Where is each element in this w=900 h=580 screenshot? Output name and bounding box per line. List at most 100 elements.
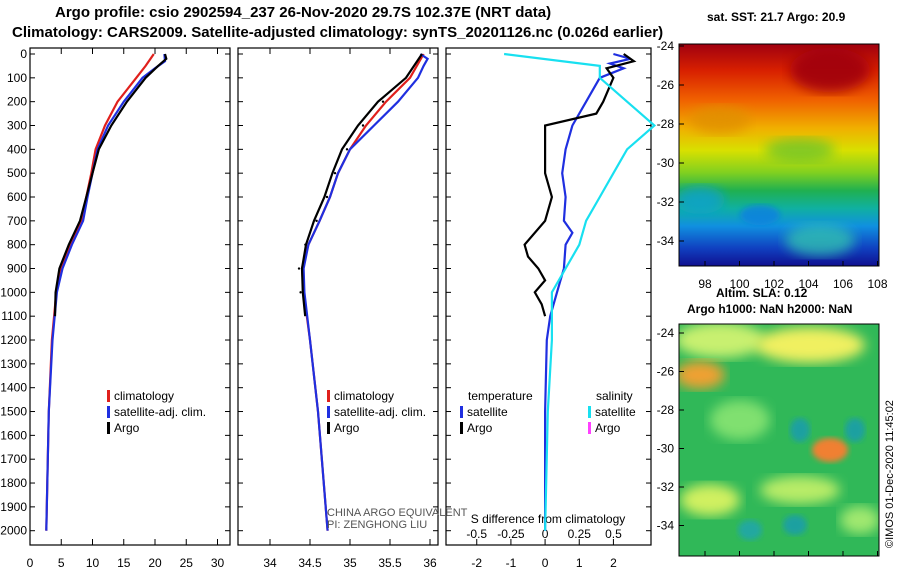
sla-lat-label: -32 bbox=[657, 480, 675, 494]
salinity-panel-frame bbox=[237, 47, 439, 546]
x-tick-label: 10 bbox=[86, 556, 100, 570]
legend-label: climatology bbox=[334, 389, 394, 403]
x-tick-label: 20 bbox=[148, 556, 162, 570]
legend-swatch bbox=[107, 406, 110, 418]
depth-tick-label: 300 bbox=[7, 119, 27, 133]
sla-map bbox=[678, 323, 880, 557]
depth-tick-label: 1300 bbox=[0, 357, 27, 371]
x-tick-label: -1 bbox=[506, 556, 517, 570]
s-tick-label: 0 bbox=[542, 527, 549, 541]
depth-tick-label: 1400 bbox=[0, 381, 27, 395]
x-tick-label: 36 bbox=[423, 556, 437, 570]
x-tick-label: 1 bbox=[576, 556, 583, 570]
temperature-chart: 0 5 10 15 20 25 30 climatology satellite-adj. cl… bbox=[27, 48, 224, 570]
depth-tick-label: 1700 bbox=[0, 452, 27, 466]
argo-salinity-marker bbox=[297, 267, 301, 270]
x-tick-label: 0 bbox=[27, 556, 34, 570]
depth-axis: 0 100 200 300 400 500 600 700 800 900 1000 1100 1200… bbox=[0, 47, 651, 538]
x-tick-label: 5 bbox=[58, 556, 65, 570]
sla-lat-label: -26 bbox=[657, 365, 675, 379]
s-tick-label: -0.5 bbox=[466, 527, 487, 541]
salinity-chart: 34 34.5 35 35.5 36 climatology satellite-adj. … bbox=[263, 48, 468, 570]
sst-lon-label: 100 bbox=[729, 277, 749, 291]
legend-label: Argo bbox=[595, 421, 621, 435]
sst-lat-label: -24 bbox=[657, 39, 675, 53]
legend-swatch bbox=[107, 422, 110, 434]
depth-tick-label: 600 bbox=[7, 190, 27, 204]
depth-tick-label: 1100 bbox=[1, 309, 27, 323]
legend-label: satellite bbox=[595, 405, 636, 419]
depth-tick-label: 400 bbox=[7, 142, 27, 156]
depth-tick-label: 700 bbox=[7, 214, 27, 228]
sst-lat-label: -26 bbox=[657, 78, 675, 92]
legend-swatch bbox=[107, 390, 110, 402]
sst-lon-label: 102 bbox=[764, 277, 784, 291]
argo-salinity-marker bbox=[299, 291, 302, 294]
x-tick-label: -2 bbox=[471, 556, 482, 570]
argo-salinity-marker bbox=[361, 124, 365, 127]
s-tick-label: 0.5 bbox=[605, 527, 622, 541]
legend-label: satellite bbox=[467, 405, 508, 419]
difference-chart: -2 -1 0 1 2 -0.5 -0.25 0 0.25 0.5S difference fro… bbox=[460, 52, 657, 570]
sla-map-title: Altim. SLA: 0.12 bbox=[716, 286, 808, 300]
argo-salinity-marker bbox=[304, 243, 307, 246]
sst-lon-label: 108 bbox=[867, 277, 887, 291]
float-annotation: PI: ZENGHONG LIU bbox=[327, 519, 427, 531]
argo-salinity-marker bbox=[381, 100, 385, 103]
depth-tick-label: 1600 bbox=[0, 428, 27, 442]
argo-salinity-marker bbox=[333, 171, 337, 175]
climatology-title: Climatology: CARS2009. Satellite-adjuste… bbox=[12, 24, 664, 41]
x-tick-label: 34 bbox=[263, 556, 277, 570]
sst-map bbox=[678, 43, 880, 267]
depth-tick-label: 100 bbox=[7, 71, 27, 85]
argo-salinity-marker bbox=[345, 148, 349, 151]
series-salinity-satellite bbox=[503, 52, 657, 531]
legend-label: satellite-adj. clim. bbox=[114, 405, 206, 419]
depth-tick-label: 1200 bbox=[0, 333, 27, 347]
depth-tick-label: 1800 bbox=[0, 476, 27, 490]
temperature-panel-frame bbox=[29, 47, 231, 546]
sst-lat-label: -30 bbox=[657, 156, 675, 170]
sst-lat-label: -32 bbox=[657, 195, 675, 209]
series-argo bbox=[300, 53, 423, 317]
depth-tick-label: 800 bbox=[7, 238, 27, 252]
sst-map-title: sat. SST: 21.7 Argo: 20.9 bbox=[707, 10, 846, 24]
series-climatology bbox=[45, 53, 155, 531]
depth-tick-label: 200 bbox=[7, 95, 27, 109]
float-annotation: CHINA ARGO EQUIVALENT bbox=[327, 507, 468, 519]
x-tick-label: 35 bbox=[343, 556, 357, 570]
sla-lat-label: -28 bbox=[657, 403, 675, 417]
x-tick-label: 34.5 bbox=[298, 556, 322, 570]
difference-axis-label: S difference from climatology bbox=[471, 512, 626, 526]
sst-lon-label: 104 bbox=[798, 277, 818, 291]
legend-swatch bbox=[588, 406, 591, 418]
legend-swatch bbox=[460, 422, 463, 434]
sla-lat-label: -30 bbox=[657, 442, 675, 456]
series-temperature-argo bbox=[523, 53, 637, 317]
depth-tick-label: 500 bbox=[7, 166, 27, 180]
depth-tick-label: 1900 bbox=[0, 500, 27, 514]
legend-label: climatology bbox=[114, 389, 174, 403]
sla-lat-label: -24 bbox=[657, 326, 675, 340]
legend-swatch bbox=[327, 406, 330, 418]
legend-header-temperature: temperature bbox=[468, 389, 533, 403]
legend-label: Argo bbox=[114, 421, 140, 435]
s-tick-label: -0.25 bbox=[497, 527, 525, 541]
x-tick-label: 2 bbox=[610, 556, 617, 570]
depth-tick-label: 2000 bbox=[0, 524, 27, 538]
legend-swatch bbox=[460, 406, 463, 418]
series-satellite-adj-clim- bbox=[302, 53, 430, 531]
series-temperature-satellite bbox=[543, 52, 631, 531]
argo-salinity-marker bbox=[325, 195, 329, 199]
legend-label: satellite-adj. clim. bbox=[334, 405, 426, 419]
legend-label: Argo bbox=[467, 421, 493, 435]
x-tick-label: 0 bbox=[542, 556, 549, 570]
s-tick-label: 0.25 bbox=[568, 527, 592, 541]
sst-lat-label: -28 bbox=[657, 117, 675, 131]
depth-tick-label: 1000 bbox=[0, 285, 27, 299]
depth-tick-label: 900 bbox=[7, 262, 27, 276]
profile-title: Argo profile: csio 2902594_237 26-Nov-20… bbox=[55, 4, 552, 21]
legend-header-salinity: salinity bbox=[596, 389, 633, 403]
argo-depth-info: Argo h1000: NaN h2000: NaN bbox=[687, 302, 853, 316]
x-tick-label: 15 bbox=[117, 556, 131, 570]
